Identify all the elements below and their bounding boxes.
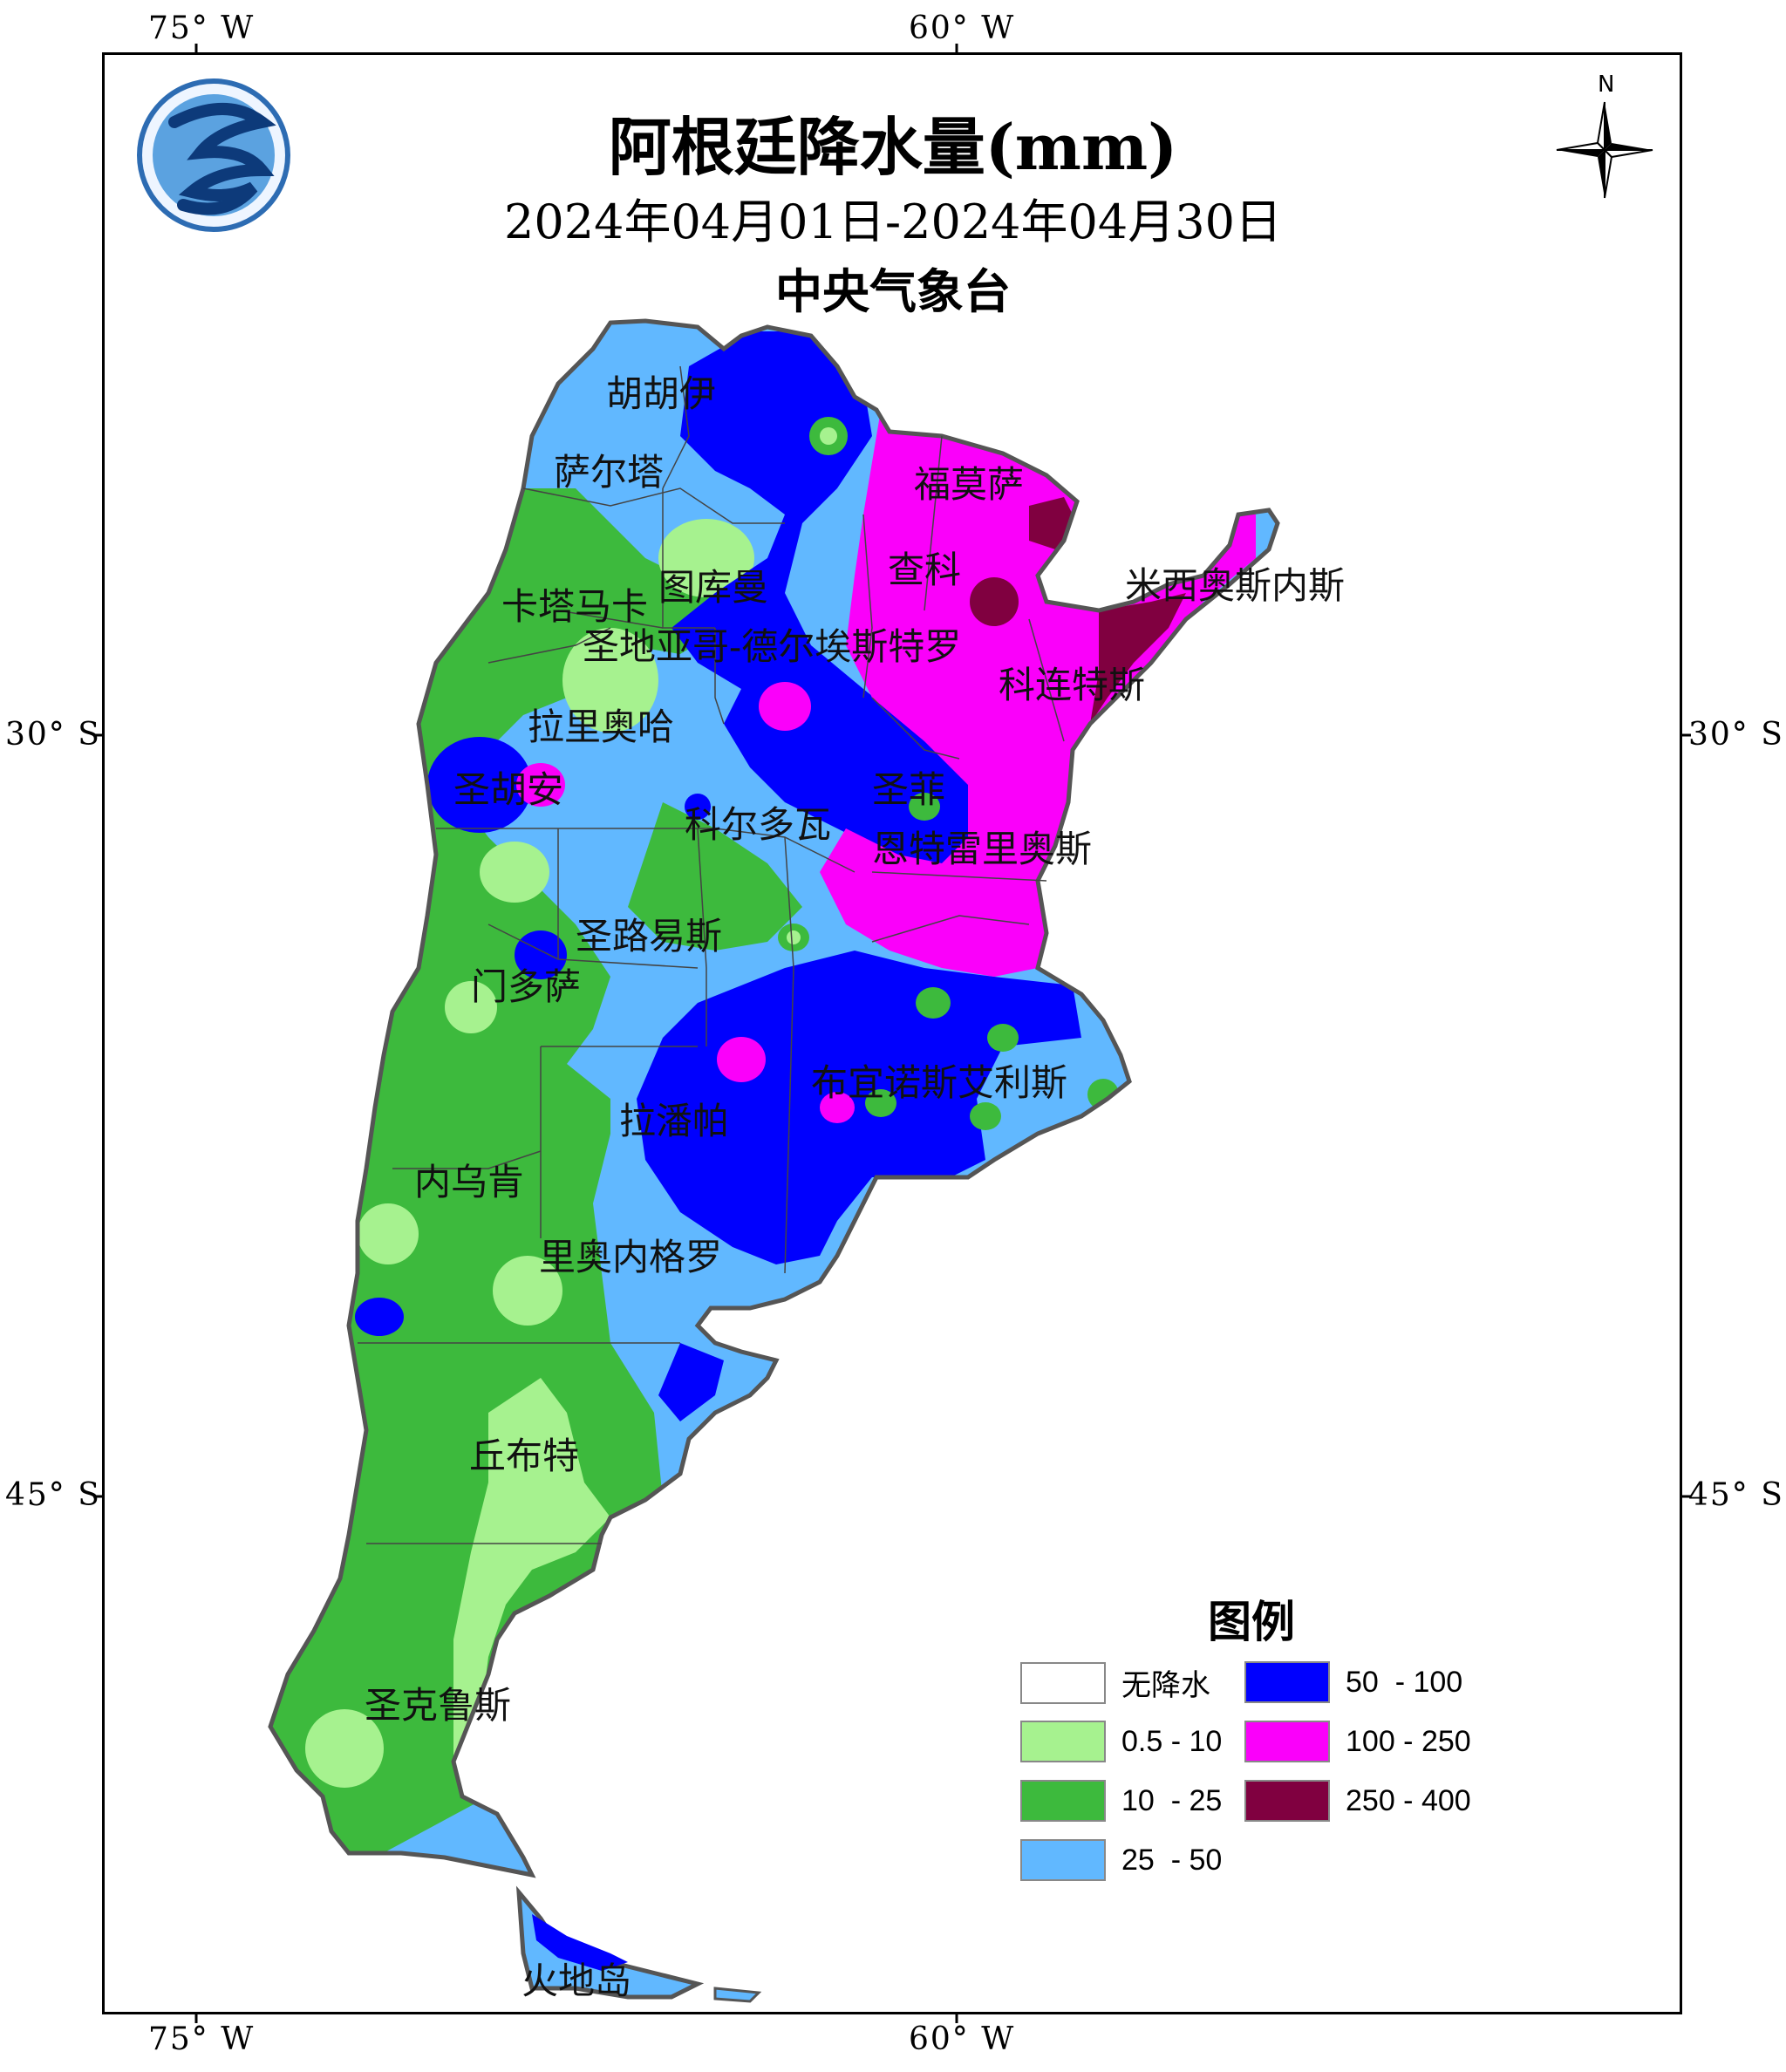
- lat-label-right-30s: 30° S: [1688, 717, 1784, 753]
- legend-item: 50 - 100: [1244, 1661, 1462, 1703]
- date-range: 2024年04月01日-2024年04月30日: [504, 194, 1282, 249]
- legend-label: 10 - 25: [1121, 1783, 1223, 1817]
- place-label: 福莫萨: [914, 463, 1025, 506]
- place-label: 拉潘帕: [619, 1100, 730, 1142]
- legend-item: 250 - 400: [1244, 1780, 1471, 1822]
- lon-label-bottom-75w: 75° W: [148, 2021, 256, 2057]
- place-label: 科连特斯: [999, 664, 1146, 706]
- place-label: 圣胡安: [453, 768, 564, 811]
- lat-label-right-45s: 45° S: [1688, 1477, 1784, 1513]
- legend-label: 100 - 250: [1346, 1724, 1471, 1758]
- legend-title: 图例: [1208, 1597, 1295, 1647]
- place-label: 圣菲: [872, 768, 946, 811]
- legend-label: 0.5 - 10: [1121, 1724, 1223, 1758]
- lon-label-top-60w: 60° W: [909, 10, 1016, 46]
- lat-label-left-30s: 30° S: [5, 717, 101, 753]
- north-arrow-icon: [1556, 101, 1653, 199]
- place-label: 恩特雷里奥斯: [872, 828, 1093, 870]
- place-label: 火地岛: [521, 1960, 632, 2002]
- place-label: 里奥内格罗: [539, 1236, 723, 1278]
- place-label: 米西奥斯内斯: [1125, 564, 1346, 607]
- place-label: 圣克鲁斯: [365, 1684, 512, 1727]
- legend-swatch: [1244, 1780, 1330, 1822]
- lon-label-top-75w: 75° W: [148, 10, 256, 46]
- legend-label: 50 - 100: [1346, 1665, 1463, 1699]
- legend-swatch: [1244, 1721, 1330, 1762]
- place-label: 门多萨: [471, 965, 582, 1008]
- legend-label: 无降水: [1121, 1668, 1210, 1703]
- legend-item: 0.5 - 10: [1020, 1721, 1222, 1762]
- place-label: 卡塔马卡: [501, 585, 649, 628]
- legend-item: 无降水: [1020, 1661, 1210, 1704]
- legend-swatch: [1020, 1721, 1106, 1762]
- map-title: 阿根廷降水量(mm): [608, 110, 1178, 184]
- legend-swatch: [1020, 1839, 1106, 1881]
- place-label: 布宜诺斯艾利斯: [811, 1061, 1068, 1104]
- place-label: 图库曼: [658, 566, 769, 609]
- legend-label: 250 - 400: [1346, 1783, 1471, 1817]
- legend-item: 25 - 50: [1020, 1839, 1222, 1881]
- place-label: 胡胡伊: [606, 372, 717, 415]
- legend-item: 10 - 25: [1020, 1780, 1222, 1822]
- place-label: 拉里奥哈: [528, 705, 675, 748]
- lat-label-left-45s: 45° S: [5, 1477, 101, 1513]
- legend-swatch: [1244, 1661, 1330, 1703]
- cma-logo: [137, 78, 290, 232]
- legend-label: 25 - 50: [1121, 1843, 1223, 1877]
- place-label: 内乌肯: [414, 1161, 525, 1203]
- place-label: 圣地亚哥-德尔埃斯特罗: [583, 625, 962, 668]
- north-label: N: [1598, 72, 1615, 98]
- place-label: 圣路易斯: [576, 915, 723, 958]
- place-label: 萨尔塔: [554, 451, 665, 494]
- legend-swatch: [1020, 1780, 1106, 1822]
- place-label: 丘布特: [469, 1435, 580, 1477]
- lon-label-bottom-60w: 60° W: [909, 2021, 1016, 2057]
- place-label: 科尔多瓦: [685, 803, 832, 846]
- map-frame: [102, 52, 1682, 2014]
- agency-name: 中央气象台: [775, 264, 1011, 319]
- legend-swatch: [1020, 1661, 1106, 1704]
- legend-item: 100 - 250: [1244, 1721, 1471, 1762]
- place-label: 查科: [888, 549, 962, 591]
